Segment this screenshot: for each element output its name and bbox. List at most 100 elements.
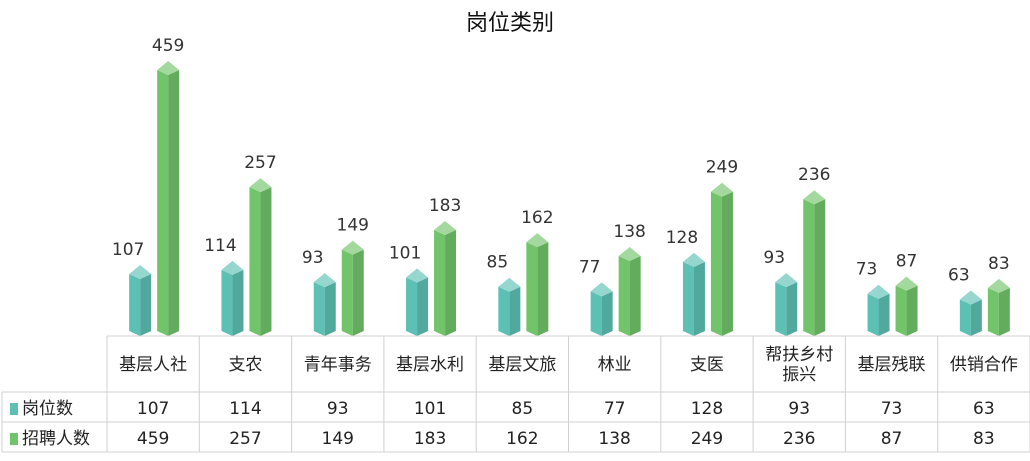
table-cell: 236 — [783, 429, 815, 449]
bar-face-right — [970, 299, 982, 336]
data-label: 128 — [666, 228, 698, 248]
table-cell: 77 — [604, 399, 626, 419]
bar-cap — [498, 277, 521, 292]
bar-face-left — [867, 293, 879, 336]
data-label: 85 — [487, 253, 509, 273]
legend-swatch — [10, 433, 18, 445]
bar-cap — [129, 264, 152, 279]
bar-cap — [867, 284, 890, 299]
data-label: 107 — [112, 240, 144, 260]
bar-recruits-6 — [710, 182, 733, 336]
bar-face-left — [682, 261, 694, 336]
table-cell: 63 — [973, 399, 995, 419]
bar-face-right — [232, 269, 244, 336]
bar-face-left — [406, 277, 418, 336]
bar-cap — [682, 252, 705, 267]
bar-face-right — [324, 282, 336, 336]
bar-face-left — [710, 191, 722, 336]
table-cell: 114 — [229, 399, 261, 419]
bar-face-left — [249, 187, 261, 336]
bar-cap — [775, 273, 798, 288]
bar-positions-5 — [590, 282, 613, 336]
bar-positions-4 — [498, 277, 521, 336]
category-label: 基层文旅 — [488, 355, 556, 375]
bar-face-left — [590, 291, 602, 336]
bar-cap — [959, 290, 982, 305]
chart-title: 岗位类别 — [466, 11, 554, 36]
data-label: 77 — [579, 257, 601, 277]
bar-cap — [895, 276, 918, 291]
bar-positions-8 — [867, 284, 890, 336]
table-cell: 85 — [512, 399, 534, 419]
table-cell: 183 — [414, 429, 446, 449]
bar-recruits-5 — [618, 247, 641, 336]
bar-recruits-0 — [157, 61, 180, 336]
bar-recruits-2 — [341, 240, 364, 336]
bar-cap — [803, 190, 826, 205]
bar-positions-7 — [775, 273, 798, 336]
bar-face-right — [168, 70, 180, 336]
bar-face-right — [814, 199, 826, 336]
table-cell: 107 — [137, 399, 169, 419]
legend-swatch — [10, 403, 18, 415]
category-label: 基层人社 — [119, 355, 187, 375]
bar-cap — [526, 233, 549, 248]
bars-layer: 107 459 114 257 93 149 101 183 85 162 77 138 128 249 9… — [112, 36, 1010, 336]
table-cell: 162 — [506, 429, 538, 449]
bar-face-right — [260, 187, 272, 336]
bar-face-left — [803, 199, 815, 336]
data-label: 114 — [204, 236, 236, 256]
data-label: 257 — [244, 153, 276, 173]
bar-cap — [618, 247, 641, 262]
data-label: 183 — [429, 196, 461, 216]
bar-cap — [406, 268, 429, 283]
bar-recruits-8 — [895, 276, 918, 336]
category-label: 基层水利 — [396, 355, 464, 375]
table-cell: 257 — [229, 429, 261, 449]
table-cell: 93 — [327, 399, 349, 419]
bar-face-left — [775, 282, 787, 336]
category-label: 青年事务 — [304, 355, 372, 375]
legend-label: 招聘人数 — [22, 429, 90, 449]
data-label: 101 — [389, 243, 421, 263]
bar-face-right — [445, 229, 457, 336]
bar-face-right — [906, 285, 918, 336]
data-label: 87 — [896, 252, 918, 272]
table-cell: 459 — [137, 429, 169, 449]
bar-face-left — [618, 256, 630, 336]
bar-face-right — [140, 273, 152, 336]
category-label: 支农 — [228, 355, 262, 375]
bar-recruits-7 — [803, 190, 826, 336]
bar-cap — [987, 278, 1010, 293]
bar-face-right — [537, 242, 549, 336]
category-label: 林业 — [598, 355, 632, 375]
bar-face-right — [998, 287, 1010, 336]
table-cell: 93 — [788, 399, 810, 419]
category-label: 振兴 — [782, 365, 816, 385]
data-label: 63 — [948, 265, 970, 285]
bar-positions-2 — [313, 273, 336, 336]
data-label: 83 — [988, 254, 1010, 274]
bar-face-right — [352, 249, 364, 336]
data-label: 138 — [613, 222, 645, 242]
table-cell: 138 — [598, 429, 630, 449]
bar-cap — [341, 240, 364, 255]
bar-face-left — [341, 249, 353, 336]
bar-face-right — [417, 277, 429, 336]
data-label: 162 — [521, 208, 553, 228]
bar-face-right — [878, 293, 890, 336]
data-label: 236 — [798, 165, 830, 185]
bar-positions-9 — [959, 290, 982, 336]
bar-recruits-1 — [249, 178, 272, 336]
bar-face-left — [434, 229, 446, 336]
data-label: 93 — [302, 248, 324, 268]
table-cell: 83 — [973, 429, 995, 449]
bar-positions-6 — [682, 252, 705, 336]
bar-recruits-9 — [987, 278, 1010, 336]
data-label: 93 — [763, 248, 785, 268]
bar-face-right — [786, 282, 798, 336]
legend-label: 岗位数 — [22, 399, 73, 419]
data-label: 249 — [706, 158, 738, 178]
table-cell: 101 — [414, 399, 446, 419]
